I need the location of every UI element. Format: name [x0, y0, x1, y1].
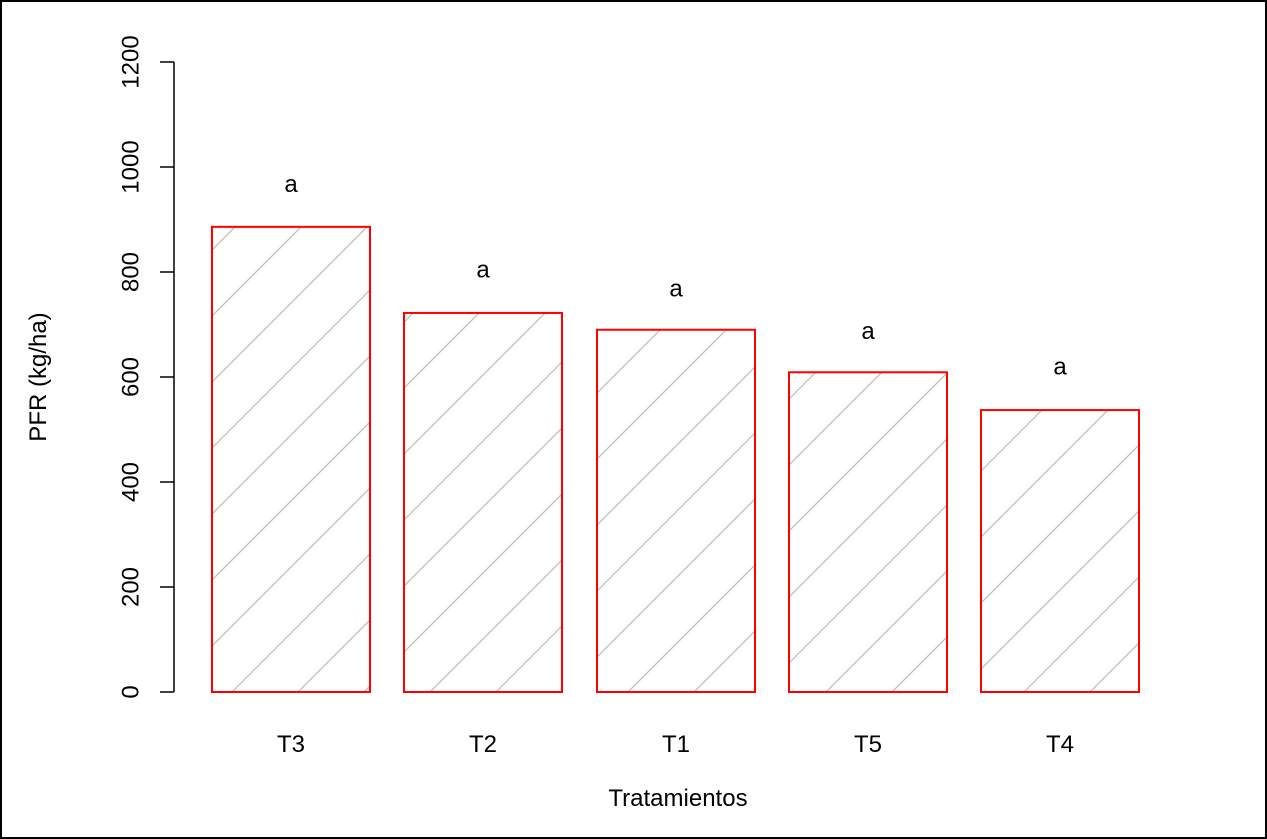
bar-t4 — [980, 409, 1140, 693]
bar-significance-letter: a — [1053, 353, 1067, 380]
bar-t5 — [788, 371, 948, 693]
bar-significance-letter: a — [284, 171, 298, 198]
bar-significance-letter: a — [476, 256, 490, 283]
x-axis-title: Tratamientos — [608, 785, 747, 812]
bar-significance-letter: a — [669, 276, 683, 303]
y-tick-label: 400 — [117, 462, 144, 502]
y-tick-label: 1200 — [117, 35, 144, 88]
significance-letters: a a a a a — [284, 171, 1067, 380]
bar-t3 — [211, 225, 371, 693]
y-tick-label: 600 — [117, 357, 144, 397]
y-tick-label: 200 — [117, 567, 144, 607]
x-tick-label: T4 — [1046, 731, 1074, 758]
x-tick-label: T3 — [277, 731, 305, 758]
y-tick-label: 0 — [117, 685, 144, 698]
y-axis-title: PFR (kg/ha) — [25, 312, 52, 441]
bar-t2 — [403, 311, 563, 693]
x-axis-labels: T3 T2 T1 T5 T4 — [277, 731, 1074, 758]
bars-group — [211, 225, 1140, 693]
x-tick-label: T1 — [662, 731, 690, 758]
x-tick-label: T5 — [854, 731, 882, 758]
x-tick-label: T2 — [469, 731, 497, 758]
bar-t1 — [596, 328, 756, 693]
y-tick-label: 1000 — [117, 140, 144, 193]
y-axis: 0 200 400 600 800 1000 1200 — [117, 35, 175, 699]
y-tick-label: 800 — [117, 252, 144, 292]
bar-significance-letter: a — [861, 318, 875, 345]
